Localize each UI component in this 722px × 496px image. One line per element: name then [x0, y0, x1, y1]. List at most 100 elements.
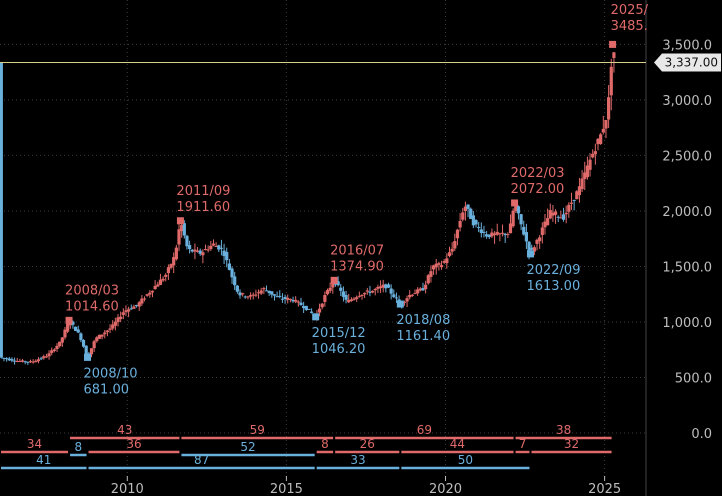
candle-body — [76, 329, 80, 333]
candle-body — [148, 292, 152, 295]
candle-body — [302, 306, 306, 309]
candle-body — [304, 305, 308, 310]
candle-body — [408, 294, 412, 298]
candle-body — [405, 298, 409, 302]
candle-body — [564, 212, 568, 215]
candle-body — [222, 250, 226, 257]
candle-body — [227, 263, 231, 270]
candle-body — [344, 294, 348, 300]
candle-body — [211, 243, 216, 246]
y-tick-label: 2,000.0 — [662, 205, 712, 220]
x-tick-label: 2010 — [111, 482, 144, 496]
candle-body — [561, 214, 566, 220]
candle-body — [370, 290, 375, 293]
swing-bar-label: 7 — [519, 437, 527, 451]
candle-body — [161, 278, 165, 281]
candle-body — [243, 296, 247, 298]
candle-body — [450, 248, 454, 252]
candle-body — [556, 216, 560, 218]
y-tick-label: 2,500.0 — [662, 149, 712, 164]
candle-body — [583, 172, 587, 179]
current-price-tag-label: 3,337.00 — [665, 56, 718, 70]
candle-body — [39, 358, 43, 360]
candle-body — [376, 287, 380, 289]
candle-body — [246, 296, 250, 298]
candle-body — [527, 241, 531, 252]
candle-body — [15, 361, 19, 363]
swing-bar-label: 87 — [194, 453, 209, 467]
candle-body — [259, 290, 263, 294]
candle-body — [26, 361, 30, 363]
candle-body — [214, 246, 218, 248]
swing-low-marker — [396, 300, 404, 308]
x-tick-label: 2025 — [588, 482, 621, 496]
candle-body — [7, 358, 11, 361]
y-tick-label: 0.0 — [691, 427, 712, 442]
candle-body — [142, 298, 147, 300]
candle-body — [325, 290, 330, 295]
annotation-date: 2008/10 — [84, 366, 138, 381]
swing-high-marker — [609, 40, 617, 48]
candle-body — [463, 206, 468, 211]
candle-body — [158, 279, 163, 285]
candle-body — [111, 324, 115, 329]
candle-body — [567, 204, 571, 212]
candle-body — [137, 302, 141, 307]
candle-body — [498, 233, 502, 235]
swing-bar-label: 8 — [74, 440, 82, 454]
candle-body — [23, 361, 27, 363]
candle-body — [299, 302, 303, 306]
candle-body — [12, 360, 17, 362]
swing-bar-label: 34 — [27, 437, 42, 451]
candle-body — [134, 305, 139, 307]
candle-body — [349, 299, 353, 301]
swing-high-marker — [330, 276, 338, 284]
candle-body — [434, 263, 438, 268]
swing-bar-label: 33 — [350, 453, 365, 467]
candle-body — [559, 217, 563, 219]
candle-body — [516, 206, 521, 214]
swing-low-marker — [526, 250, 534, 258]
candle-body — [402, 301, 407, 303]
candle-body — [58, 341, 62, 347]
candle-body — [357, 295, 361, 297]
candle-body — [129, 308, 133, 310]
candle-body — [591, 153, 595, 158]
candle-body — [439, 265, 444, 268]
swing-bar-label: 38 — [556, 423, 571, 437]
candle-body — [490, 232, 494, 237]
candle-body — [540, 227, 544, 235]
swing-bar-label: 43 — [117, 423, 132, 437]
annotation-value: 1911.60 — [176, 200, 230, 215]
swing-bar-label: 26 — [360, 437, 375, 451]
candle-body — [190, 249, 194, 252]
candle-body — [294, 299, 298, 302]
candle-body — [479, 229, 483, 233]
candle-body — [206, 249, 210, 251]
candle-body — [254, 294, 258, 296]
swing-low-marker — [312, 313, 320, 321]
annotation-value: 1374.90 — [330, 259, 384, 274]
candle-body — [230, 268, 234, 278]
candle-body — [429, 271, 433, 277]
candle-body — [31, 361, 35, 363]
candle-body — [392, 294, 396, 298]
candle-body — [2, 357, 6, 359]
candle-body — [424, 284, 428, 290]
candle-body — [421, 288, 425, 291]
candle-body — [474, 220, 478, 225]
candle-body — [153, 285, 157, 290]
candle-body — [431, 265, 436, 270]
candle-body — [588, 159, 592, 170]
candle-body — [201, 252, 205, 256]
candle-body — [365, 290, 369, 292]
x-tick-label: 2020 — [429, 482, 462, 496]
candle-body — [553, 211, 558, 215]
candle-body — [328, 287, 332, 291]
candle-body — [108, 328, 112, 330]
candle-body — [575, 191, 579, 200]
candle-body — [596, 138, 600, 145]
candle-body — [68, 323, 72, 326]
candle-body — [278, 295, 282, 297]
